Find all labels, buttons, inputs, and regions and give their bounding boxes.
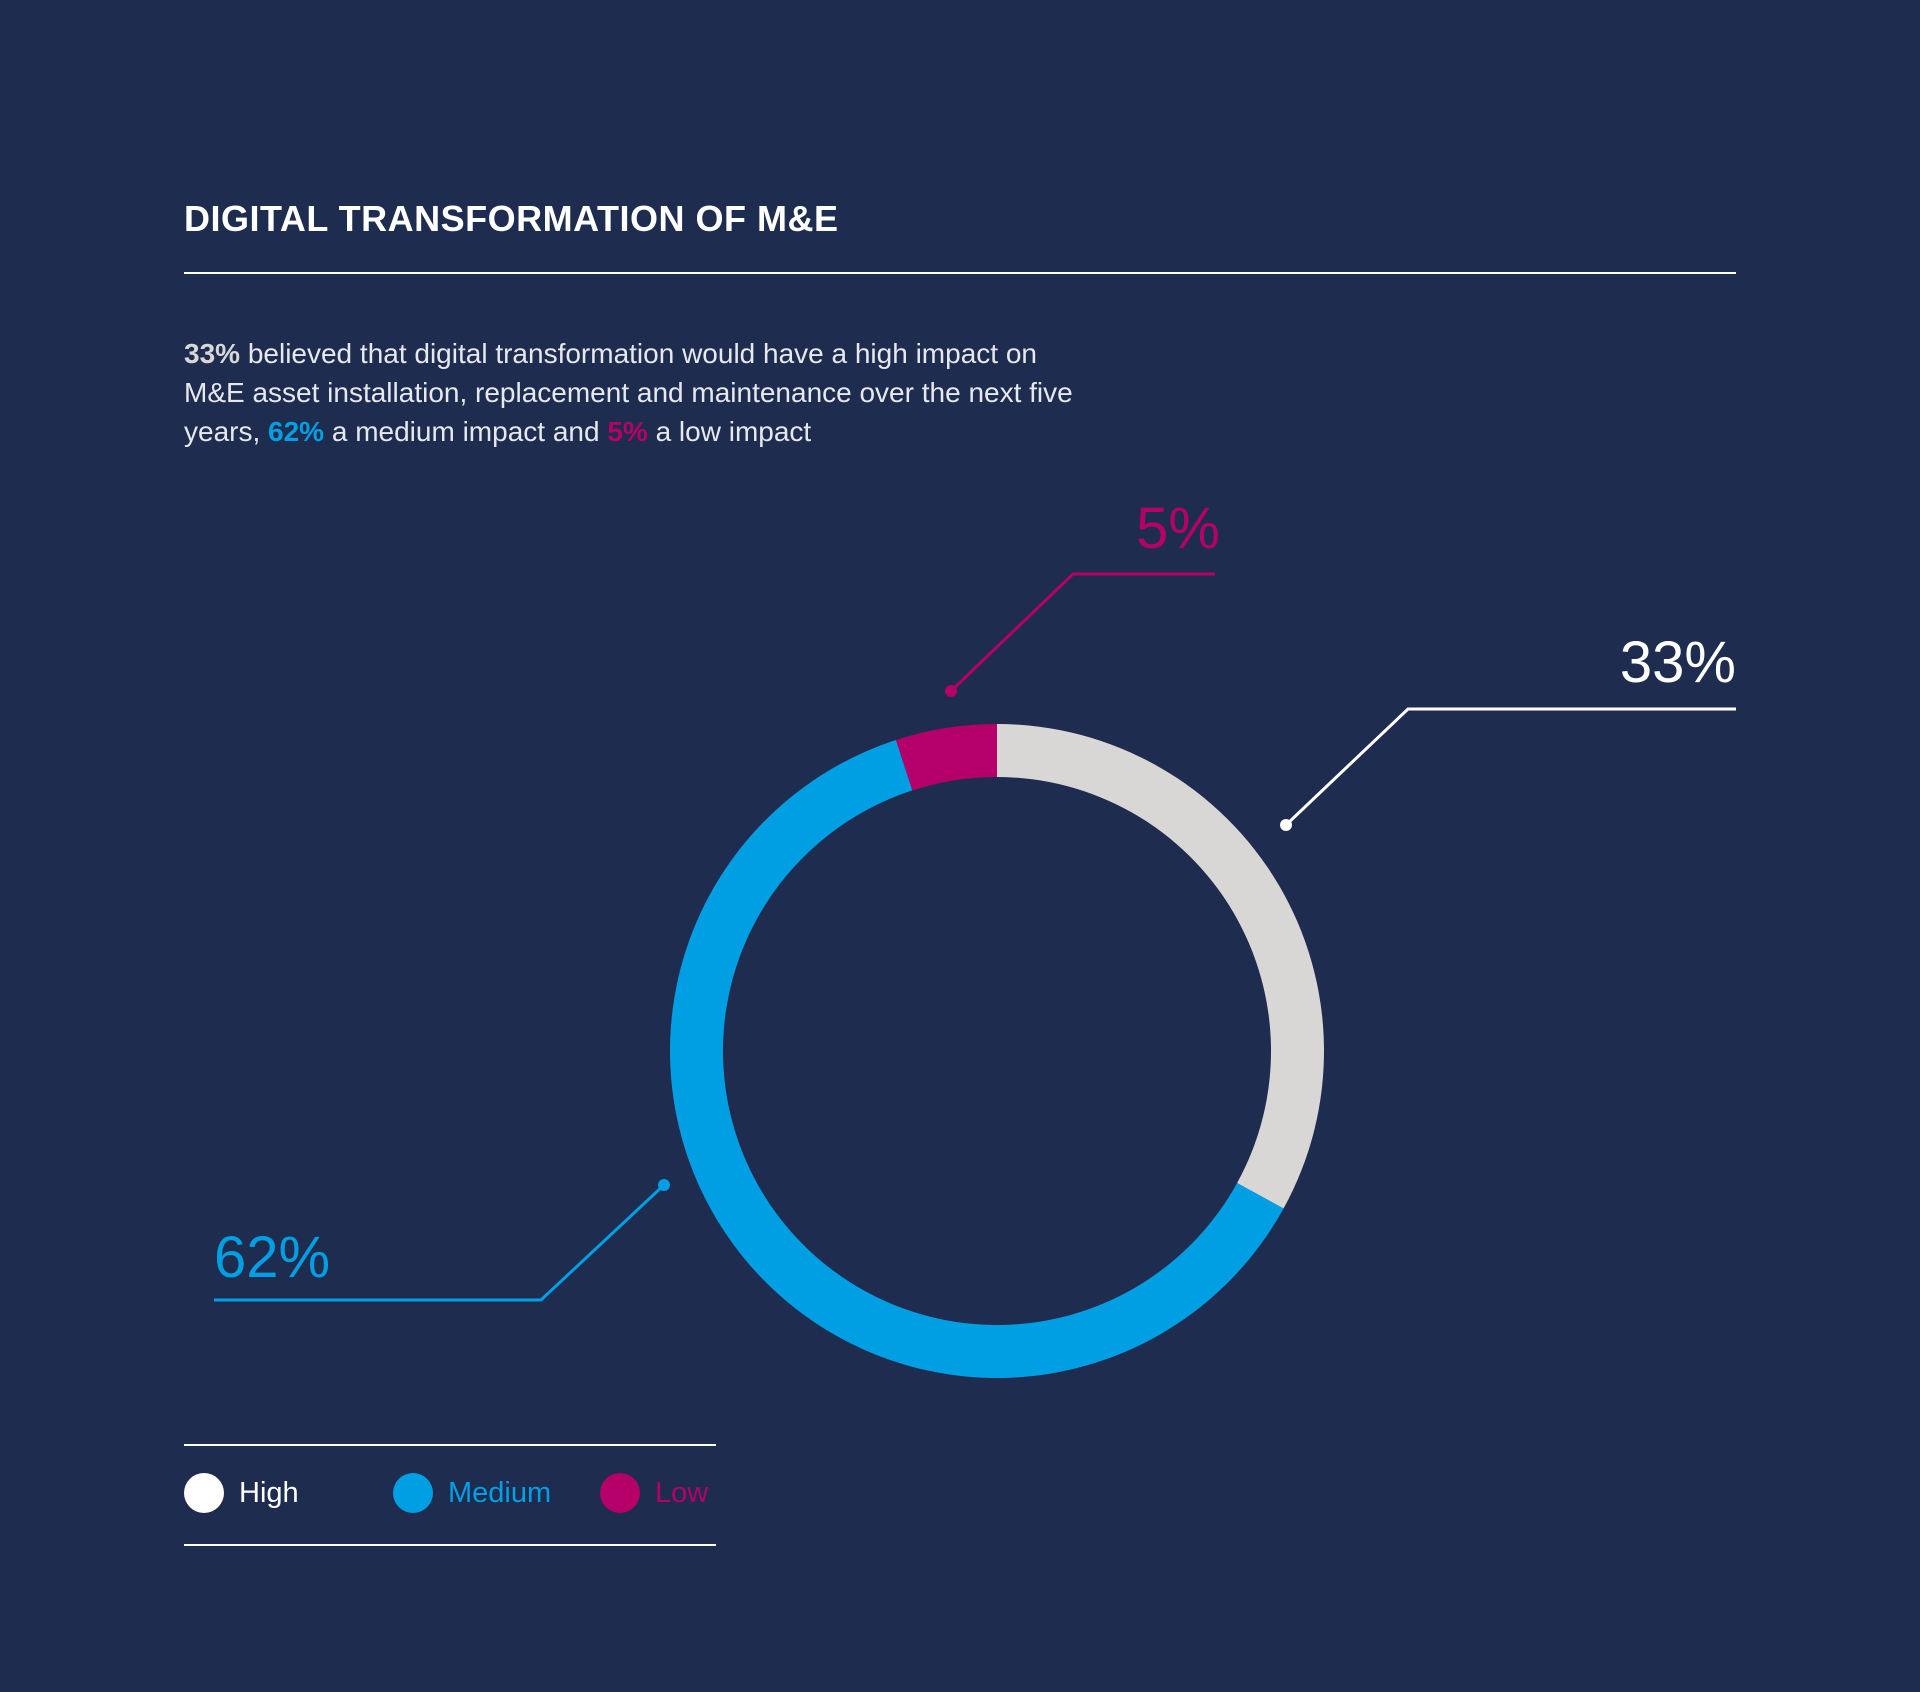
legend-swatch-medium xyxy=(393,1473,433,1513)
legend-label-medium: Medium xyxy=(448,1476,552,1509)
description-text-3: a low impact xyxy=(647,416,812,447)
legend-item-high: High xyxy=(184,1473,299,1513)
callout-low: 5% xyxy=(945,496,1220,697)
title-divider xyxy=(184,272,1736,274)
low-value: 5% xyxy=(607,416,648,447)
legend-label-low: Low xyxy=(655,1476,709,1509)
legend-item-low: Low xyxy=(600,1473,708,1513)
callout-medium: 62% xyxy=(214,1179,670,1302)
legend-bottom-rule xyxy=(184,1544,716,1546)
legend-label-high: High xyxy=(239,1476,299,1509)
high-value: 33% xyxy=(184,338,241,369)
chart-title: DIGITAL TRANSFORMATION OF M&E xyxy=(184,198,839,239)
data-label-low: 5% xyxy=(1136,496,1220,561)
description-text-2: a medium impact and xyxy=(324,416,608,447)
callout-high: 33% xyxy=(1280,630,1736,831)
description-text-1: believed that digital transformation wou… xyxy=(184,338,1073,447)
medium-value: 62% xyxy=(268,416,325,447)
legend-top-rule xyxy=(184,1444,716,1446)
data-label-high: 33% xyxy=(1620,630,1736,695)
legend-item-medium: Medium xyxy=(393,1473,551,1513)
donut-slice-high xyxy=(997,724,1324,1209)
legend-swatch-low xyxy=(600,1473,640,1513)
data-label-medium: 62% xyxy=(214,1225,330,1290)
description: 33% believed that digital transformation… xyxy=(184,334,1084,451)
donut-slice-low xyxy=(895,724,997,791)
legend-swatch-high xyxy=(184,1473,224,1513)
